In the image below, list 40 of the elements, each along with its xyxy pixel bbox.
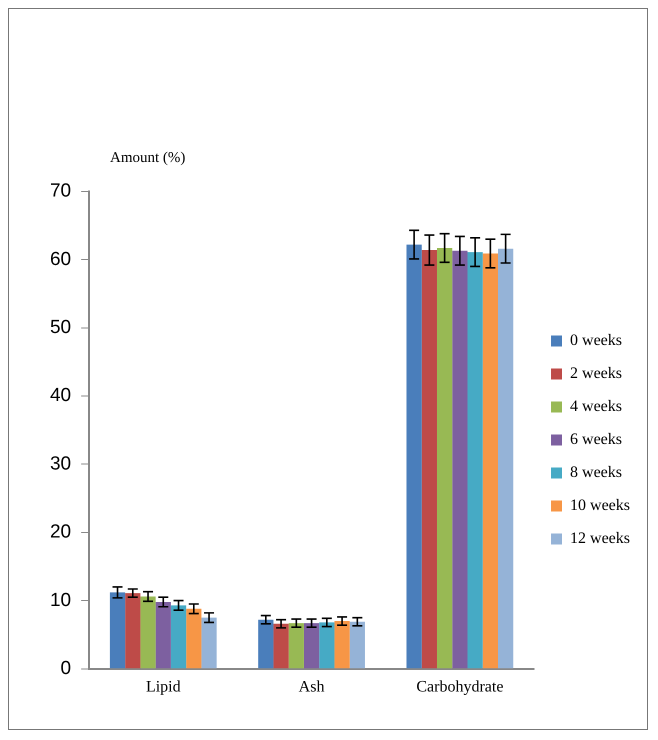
y-tick-label: 50 xyxy=(50,317,72,338)
bar xyxy=(406,244,422,668)
x-tick-label: Carbohydrate xyxy=(416,678,504,696)
bar xyxy=(170,605,186,668)
legend-label: 0 weeks xyxy=(570,332,622,350)
bar xyxy=(334,621,350,668)
bar xyxy=(258,620,274,668)
y-axis-title: Amount (%) xyxy=(110,150,186,167)
bar xyxy=(319,622,334,668)
bar xyxy=(350,622,365,668)
legend-label: 4 weeks xyxy=(570,398,622,416)
bar xyxy=(498,248,514,668)
bar xyxy=(125,593,140,668)
bar xyxy=(482,253,498,668)
legend-label: 6 weeks xyxy=(570,431,622,448)
bar xyxy=(436,248,452,668)
y-tick-label: 70 xyxy=(50,180,72,202)
y-tick-label: 30 xyxy=(50,453,72,474)
bar xyxy=(110,592,126,668)
legend-label: 10 weeks xyxy=(570,497,630,514)
bar xyxy=(140,596,156,668)
legend-label: 2 weeks xyxy=(570,365,622,382)
x-tick-label: Ash xyxy=(298,678,324,696)
bar xyxy=(467,252,483,668)
bar xyxy=(452,250,468,668)
x-tick-label: Lipid xyxy=(146,678,181,696)
bar xyxy=(186,608,202,668)
bar xyxy=(304,623,320,668)
bar xyxy=(156,602,171,668)
legend-label: 8 weeks xyxy=(570,464,622,482)
bar xyxy=(273,624,289,668)
y-tick-label: 60 xyxy=(50,248,72,270)
y-tick-label: 20 xyxy=(50,522,72,543)
y-tick-label: 40 xyxy=(50,385,72,406)
legend-label: 12 weeks xyxy=(570,530,630,548)
bar xyxy=(288,623,304,668)
y-tick-label: 10 xyxy=(50,590,72,611)
bar xyxy=(201,618,217,668)
y-tick-label: 0 xyxy=(60,658,72,680)
bar xyxy=(422,250,437,668)
